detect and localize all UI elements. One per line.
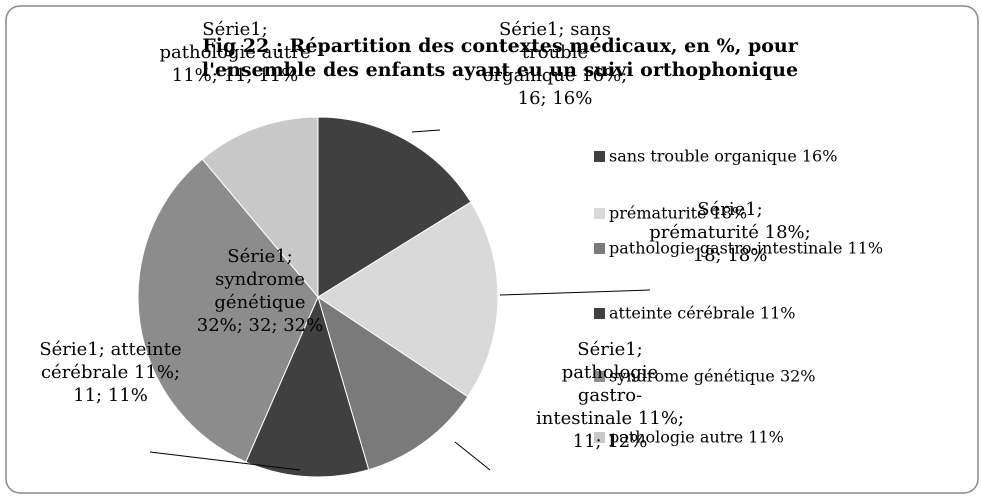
leader-line: [411, 129, 441, 133]
data-label: Série1; syndrome génétique 32%; 32; 32%: [196, 246, 324, 336]
legend-swatch: [594, 371, 605, 382]
chart-border: [5, 5, 979, 494]
legend-label: pathologie autre 11%: [609, 428, 784, 447]
leader-line: [454, 441, 491, 471]
legend-label: pathologie gastro-intestinale 11%: [609, 239, 883, 258]
leader-line: [499, 289, 651, 296]
legend-swatch: [594, 432, 605, 443]
pie-slice: [137, 158, 319, 463]
legend-swatch: [594, 208, 605, 219]
chart-title: Fig 22 : Répartition des contextes médic…: [201, 35, 799, 81]
pie-slice: [317, 201, 499, 398]
data-label: Série1; pathologie gastro-intestinale 11…: [536, 339, 684, 452]
data-label: Série1; pathologie autre 11%; 11; 11%: [159, 19, 311, 86]
legend-label: atteinte cérébrale 11%: [609, 304, 795, 323]
data-label: Série1; prématurité 18%; 18; 18%: [649, 199, 811, 266]
legend-label: syndrome génétique 32%: [609, 367, 816, 386]
leader-line: [149, 451, 301, 471]
legend-label: sans trouble organique 16%: [609, 147, 837, 166]
legend-swatch: [594, 151, 605, 162]
legend-swatch: [594, 243, 605, 254]
pie-slice: [317, 116, 472, 298]
legend-swatch: [594, 308, 605, 319]
data-label: Série1; atteinte cérébrale 11%; 11; 11%: [39, 339, 182, 406]
pie-slice: [201, 116, 319, 299]
data-label: Série1; sans trouble organique 16%; 16; …: [482, 19, 628, 109]
pie-slice: [317, 295, 469, 471]
legend-label: prématurité 18%: [609, 204, 747, 223]
